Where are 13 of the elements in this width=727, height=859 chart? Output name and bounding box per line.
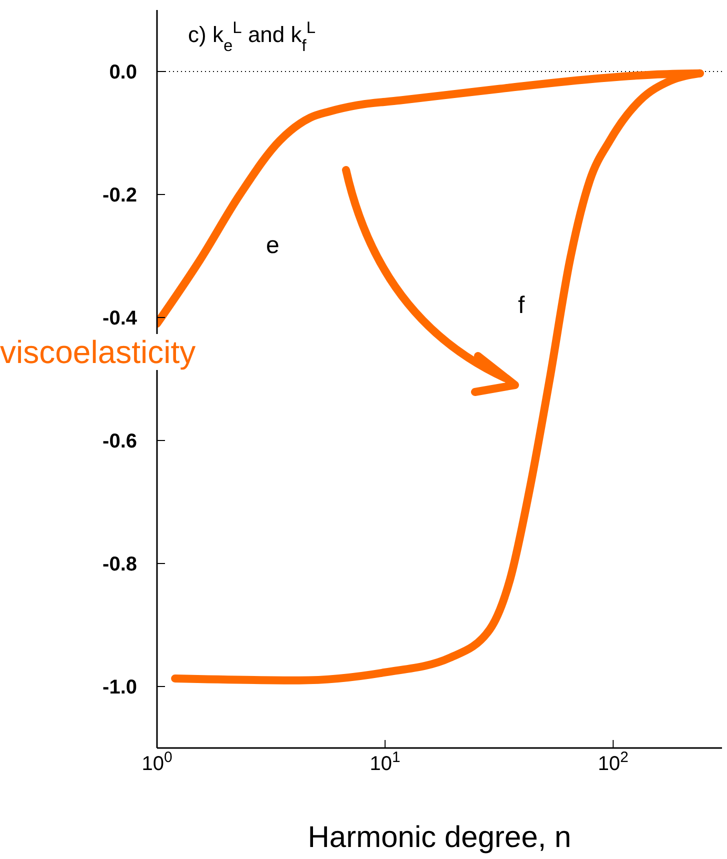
y-tick-label: -0.8 xyxy=(102,554,137,576)
y-tick-label: 0.0 xyxy=(109,62,137,84)
x-axis-title: Harmonic degree, n xyxy=(308,821,572,854)
y-tick-label: -0.6 xyxy=(102,430,137,452)
y-tick-label: -0.2 xyxy=(102,184,137,206)
x-tick-label: 10$^{0}$ xyxy=(142,748,172,775)
y-tick-label: -0.4 xyxy=(102,308,138,330)
y-tick-label: -1.0 xyxy=(102,676,137,698)
annotation: e xyxy=(266,231,280,261)
annotation: viscoelasticity xyxy=(0,334,196,370)
annotation: f xyxy=(518,291,525,321)
x-tick-label: 10$^{1}$ xyxy=(370,748,400,775)
x-tick-label: 10$^{2}$ xyxy=(598,748,628,775)
